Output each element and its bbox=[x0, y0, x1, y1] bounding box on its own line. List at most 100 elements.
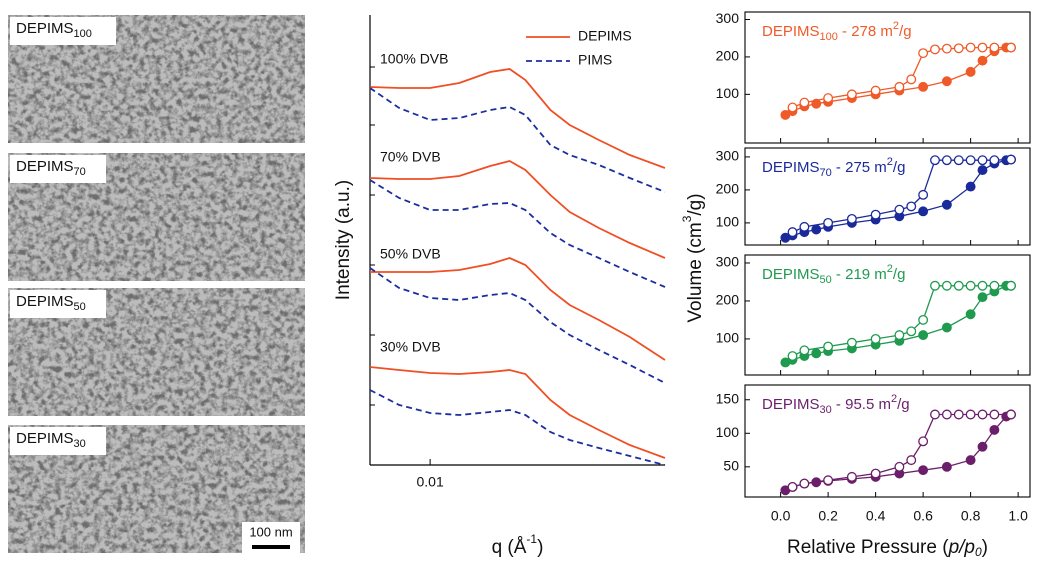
sem-label: DEPIMS100 bbox=[16, 20, 92, 40]
adsorption-point bbox=[977, 55, 988, 66]
desorption-point bbox=[977, 42, 988, 53]
scale-bar-label: 100 nm bbox=[249, 524, 292, 539]
text-part: /g bbox=[899, 23, 912, 40]
text-part: ) bbox=[537, 537, 543, 558]
y-tick-label: 300 bbox=[716, 148, 740, 164]
desorption-point bbox=[1006, 154, 1016, 165]
x-tick-label: 0.4 bbox=[866, 508, 886, 524]
desorption-point bbox=[823, 475, 834, 486]
desorption-point bbox=[930, 155, 940, 166]
desorption-point bbox=[799, 345, 810, 356]
y-tick-label: 100 bbox=[716, 85, 740, 101]
scale-bar-box bbox=[242, 522, 300, 555]
desorption-point bbox=[918, 436, 929, 447]
text-part: q (Å bbox=[492, 537, 527, 558]
adsorption-point bbox=[965, 181, 976, 192]
y-tick-label: 150 bbox=[716, 390, 740, 406]
x-tick-label: 0.01 bbox=[416, 474, 443, 490]
text-part: 0 bbox=[975, 545, 982, 559]
adsorption-point bbox=[918, 81, 929, 92]
x-axis-label: Relative Pressure (p/p0) bbox=[787, 537, 988, 559]
text-part: DEPIMS bbox=[762, 396, 820, 413]
desorption-point bbox=[846, 213, 857, 224]
text-part: Volume (cm bbox=[685, 222, 706, 322]
curve bbox=[369, 366, 666, 459]
desorption-point bbox=[787, 351, 798, 361]
desorption-point bbox=[930, 44, 940, 55]
text-part: 2 bbox=[887, 156, 893, 168]
desorption-point bbox=[977, 155, 988, 166]
desorption-point bbox=[787, 227, 798, 238]
curve bbox=[370, 257, 666, 361]
curve bbox=[369, 267, 666, 384]
y-tick-label: 200 bbox=[716, 292, 740, 308]
desorption-point bbox=[799, 97, 810, 108]
text-part: p/p bbox=[948, 537, 975, 558]
annotation: 70% DVB bbox=[380, 149, 441, 165]
desorption-point bbox=[894, 204, 905, 215]
desorption-point bbox=[1006, 280, 1016, 291]
text-part: DEPIMS bbox=[16, 430, 74, 447]
desorption-point bbox=[823, 217, 834, 228]
desorption-point bbox=[918, 314, 929, 325]
y-tick-label: 100 bbox=[716, 424, 740, 440]
panel-frame bbox=[744, 254, 1031, 376]
desorption-point bbox=[977, 409, 988, 420]
sem-label: DEPIMS70 bbox=[16, 158, 86, 178]
text-part: /g) bbox=[685, 193, 706, 215]
desorption-point bbox=[953, 43, 964, 54]
text-part: 30 bbox=[820, 404, 832, 416]
panel-label: DEPIMS50 - 219 m2/g bbox=[762, 263, 905, 286]
x-tick-label: 0.6 bbox=[913, 508, 933, 524]
text-part: 30 bbox=[74, 438, 86, 450]
text-part: DEPIMS bbox=[16, 158, 74, 175]
text-part: Relative Pressure ( bbox=[787, 537, 949, 558]
adsorption-point bbox=[811, 348, 822, 359]
desorption-point bbox=[918, 48, 929, 59]
text-part: - 95.5 m bbox=[832, 396, 891, 413]
desorption-point bbox=[953, 280, 964, 291]
text-part: - 275 m bbox=[832, 159, 887, 176]
desorption-point bbox=[1006, 409, 1016, 420]
y-tick-label: 100 bbox=[716, 330, 740, 346]
curve bbox=[369, 389, 666, 466]
sem-label: DEPIMS30 bbox=[16, 430, 86, 450]
panel-label: DEPIMS100 - 278 m2/g bbox=[762, 20, 912, 43]
desorption-point bbox=[941, 409, 952, 420]
panel-frame bbox=[744, 384, 1031, 498]
desorption-point bbox=[846, 337, 857, 348]
desorption-point bbox=[906, 455, 917, 466]
desorption-point bbox=[823, 93, 834, 104]
desorption-point bbox=[941, 43, 952, 54]
desorption-point bbox=[1006, 42, 1016, 53]
text-part: ) bbox=[982, 537, 988, 558]
panel-frame bbox=[744, 147, 1031, 246]
desorption-point bbox=[941, 280, 952, 291]
desorption-point bbox=[870, 468, 881, 479]
text-part: 50 bbox=[74, 301, 86, 313]
text-part: /g bbox=[897, 396, 910, 413]
adsorption-point bbox=[918, 206, 929, 217]
annotation: 30% DVB bbox=[380, 339, 441, 355]
text-part: DEPIMS bbox=[762, 159, 820, 176]
y-tick-label: 50 bbox=[723, 458, 739, 474]
text-part: 100 bbox=[74, 28, 92, 40]
text-part: 2 bbox=[887, 263, 893, 275]
x-tick-label: 1.0 bbox=[1008, 508, 1028, 524]
y-tick-label: 200 bbox=[716, 48, 740, 64]
desorption-point bbox=[846, 471, 857, 482]
desorption-point bbox=[846, 89, 857, 100]
desorption-point bbox=[906, 326, 917, 337]
x-tick-label: 0.0 bbox=[771, 508, 791, 524]
desorption-point bbox=[894, 461, 905, 472]
sem-label-box bbox=[10, 427, 106, 455]
sem-label: DEPIMS50 bbox=[16, 293, 86, 313]
desorption-point bbox=[930, 409, 940, 420]
desorption-point bbox=[989, 409, 1000, 420]
desorption-point bbox=[870, 85, 881, 96]
desorption-point bbox=[906, 74, 917, 85]
text-part: /g bbox=[893, 159, 906, 176]
desorption-point bbox=[918, 189, 929, 200]
legend-label: DEPIMS bbox=[578, 28, 632, 44]
